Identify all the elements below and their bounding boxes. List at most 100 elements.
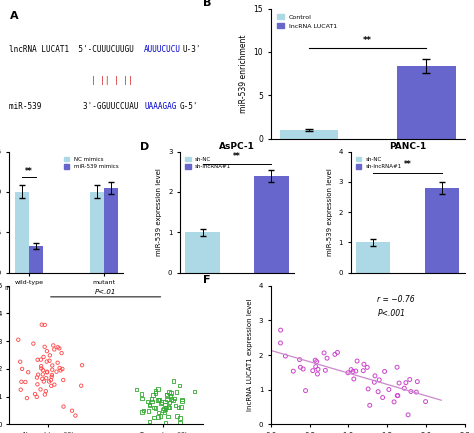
Title: AsPC-1: AsPC-1 bbox=[219, 142, 255, 151]
Point bbox=[148, 398, 156, 405]
Point bbox=[50, 346, 58, 353]
Point bbox=[18, 378, 25, 385]
Point bbox=[54, 359, 62, 366]
Point bbox=[176, 420, 184, 427]
Point bbox=[77, 382, 85, 389]
Point bbox=[300, 365, 307, 372]
Point bbox=[290, 368, 297, 375]
Y-axis label: miR-539 enrichment: miR-539 enrichment bbox=[239, 34, 248, 113]
Point bbox=[152, 390, 159, 397]
Point bbox=[146, 402, 153, 409]
Point bbox=[313, 358, 320, 365]
Bar bbox=[15, 192, 29, 273]
Text: D: D bbox=[140, 142, 150, 152]
Point bbox=[314, 371, 321, 378]
Point bbox=[43, 358, 51, 365]
Point bbox=[296, 356, 303, 363]
Point bbox=[162, 404, 169, 411]
Point bbox=[146, 401, 153, 408]
Point bbox=[320, 349, 328, 356]
Point bbox=[323, 355, 331, 362]
Point bbox=[161, 408, 169, 415]
Point bbox=[59, 365, 66, 372]
Y-axis label: miR-539 expression level: miR-539 expression level bbox=[156, 168, 163, 256]
Point bbox=[412, 389, 420, 396]
Point bbox=[395, 380, 403, 387]
Point bbox=[157, 413, 164, 420]
Point bbox=[302, 387, 310, 394]
Point bbox=[172, 402, 179, 409]
Point bbox=[35, 371, 42, 378]
Point bbox=[344, 369, 352, 376]
Point bbox=[167, 392, 174, 399]
Point bbox=[40, 353, 47, 360]
Point bbox=[375, 376, 383, 383]
Point bbox=[162, 406, 170, 413]
Point bbox=[406, 376, 414, 383]
Text: **: ** bbox=[25, 167, 33, 176]
Legend: NC mimics, miR-539 mimics: NC mimics, miR-539 mimics bbox=[62, 154, 120, 171]
Point bbox=[164, 413, 172, 420]
Y-axis label: lncRNA LUCAT1 expression level: lncRNA LUCAT1 expression level bbox=[247, 299, 253, 411]
Point bbox=[40, 378, 47, 385]
Point bbox=[176, 415, 184, 422]
Point bbox=[311, 357, 319, 364]
Point bbox=[366, 402, 374, 409]
Point bbox=[41, 391, 49, 398]
Point bbox=[150, 404, 158, 411]
Point bbox=[175, 404, 182, 411]
Point bbox=[48, 372, 56, 378]
Point bbox=[23, 394, 31, 401]
Point bbox=[55, 345, 63, 352]
Bar bbox=[29, 246, 43, 273]
Point bbox=[155, 409, 162, 416]
Point bbox=[46, 357, 53, 364]
Point bbox=[404, 411, 412, 418]
Point bbox=[155, 396, 163, 403]
Point bbox=[347, 366, 355, 373]
Point bbox=[46, 352, 54, 359]
Point bbox=[166, 399, 173, 406]
Point bbox=[277, 326, 284, 333]
Text: P<.001: P<.001 bbox=[377, 309, 405, 318]
Text: lncRNA LUCAT1  5'-CUUUCUUGU: lncRNA LUCAT1 5'-CUUUCUUGU bbox=[9, 45, 134, 54]
Point bbox=[168, 395, 175, 402]
Title: PANC-1: PANC-1 bbox=[389, 142, 426, 151]
Bar bbox=[425, 188, 459, 273]
Point bbox=[163, 391, 170, 398]
Point bbox=[68, 407, 76, 414]
Point bbox=[360, 361, 368, 368]
Point bbox=[148, 396, 155, 403]
Point bbox=[133, 386, 140, 393]
Bar bbox=[254, 176, 289, 273]
Point bbox=[150, 414, 158, 421]
Point bbox=[41, 321, 48, 328]
Point bbox=[56, 365, 64, 372]
Text: AUUUCUCU: AUUUCUCU bbox=[144, 45, 181, 54]
Point bbox=[78, 362, 86, 368]
Point bbox=[163, 391, 171, 398]
Text: B: B bbox=[203, 0, 211, 8]
Point bbox=[22, 378, 29, 385]
Text: G-5': G-5' bbox=[180, 102, 199, 111]
Point bbox=[385, 386, 392, 393]
Point bbox=[43, 348, 51, 355]
Text: miR-539         3'-GGUUCCUAU: miR-539 3'-GGUUCCUAU bbox=[9, 102, 139, 111]
Point bbox=[309, 367, 317, 374]
Point bbox=[334, 349, 341, 356]
Point bbox=[165, 388, 173, 395]
Point bbox=[140, 407, 147, 414]
Point bbox=[59, 377, 67, 384]
Point bbox=[170, 378, 178, 385]
Point bbox=[36, 386, 44, 393]
Point bbox=[17, 358, 24, 365]
Text: P<.01: P<.01 bbox=[95, 288, 116, 294]
Point bbox=[167, 390, 174, 397]
Point bbox=[48, 362, 56, 369]
Point bbox=[173, 388, 181, 395]
Point bbox=[152, 388, 159, 394]
Text: | || | ||: | || | || bbox=[91, 76, 132, 85]
Point bbox=[24, 369, 32, 376]
Point bbox=[422, 398, 429, 405]
Text: U-3': U-3' bbox=[183, 45, 201, 54]
